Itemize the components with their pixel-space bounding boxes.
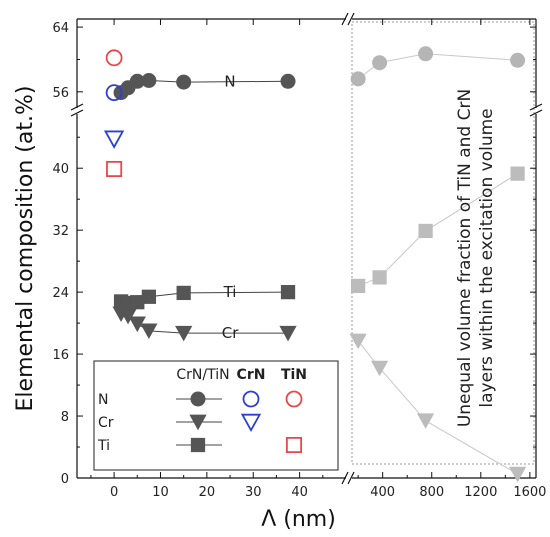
data-point-n	[280, 73, 296, 89]
data-point-cr	[370, 360, 389, 377]
data-point-ti	[176, 285, 191, 301]
series-label-cr: Cr	[222, 324, 239, 342]
data-point-cr	[279, 325, 297, 342]
data-point-cr	[416, 413, 435, 429]
series-line-n	[357, 53, 518, 80]
data-point-cr	[103, 130, 125, 149]
y-tick-label: 64	[52, 21, 69, 36]
legend-marker-cr	[189, 414, 207, 431]
data-point-cr	[140, 323, 158, 340]
y-break-left-b	[70, 109, 84, 117]
data-point-cr	[128, 316, 146, 333]
x-tick-label: 20	[199, 485, 216, 500]
data-point-n	[176, 74, 192, 90]
data-point-n	[141, 72, 157, 88]
x-axis-title: Λ (nm)	[261, 507, 336, 532]
x-tick-label: 40	[291, 485, 308, 500]
data-point-ti	[510, 166, 525, 181]
y-tick-label: 40	[52, 162, 69, 177]
series-line-ti	[357, 173, 518, 287]
x-tick-label: 0	[110, 485, 118, 500]
data-point-ti	[418, 223, 433, 239]
x-break-bottom-b	[347, 471, 355, 485]
data-point-n	[129, 73, 145, 89]
y-break-right-b	[529, 109, 543, 117]
annotation-line-1: Unequal volume fraction of TiN and CrN	[455, 89, 475, 427]
data-point-ti	[106, 160, 123, 178]
x-tick-label: 400	[370, 485, 395, 500]
data-point-n	[510, 52, 526, 68]
legend-row-ti: Ti	[97, 438, 110, 454]
series-label-ti: Ti	[223, 283, 237, 301]
data-point-cr	[508, 466, 527, 483]
legend-row-cr: Cr	[98, 415, 114, 431]
data-point-n	[418, 46, 434, 62]
legend-marker-tin-ti	[285, 436, 303, 454]
data-point-ti	[280, 285, 296, 300]
x-break-top-b	[347, 12, 355, 26]
data-point-ti	[141, 289, 157, 304]
series-line-cr	[357, 340, 518, 475]
data-point-cr	[119, 308, 137, 325]
x-tick-label: 1200	[464, 485, 497, 500]
x-tick-label: 800	[419, 485, 444, 500]
legend-header-tin: TiN	[281, 367, 307, 383]
legend-marker-n	[190, 391, 206, 407]
y-break-left-a	[70, 103, 84, 111]
series-label-n: N	[224, 72, 235, 90]
legend-header-crn-tin: CrN/TiN	[176, 367, 229, 383]
y-axis-title: Elemental composition (at.%)	[13, 86, 38, 412]
y-break-right-a	[529, 103, 543, 111]
data-point-ti	[372, 270, 387, 285]
annotation-box	[351, 21, 535, 465]
data-point-n	[105, 84, 123, 102]
data-point-n	[372, 55, 388, 71]
data-point-ti	[130, 295, 145, 310]
data-point-ti	[351, 278, 366, 294]
legend-marker-crn-cr	[240, 413, 262, 433]
x-tick-label: 10	[152, 485, 169, 500]
y-tick-label: 0	[61, 472, 69, 487]
y-tick-label: 16	[52, 348, 69, 363]
legend-marker-ti	[190, 437, 206, 453]
annotation-line-2: layers within the excitation volume	[477, 108, 497, 407]
y-tick-label: 56	[52, 86, 69, 101]
data-point-n	[105, 49, 123, 67]
x-break-top-a	[341, 12, 349, 26]
x-break-bottom-a	[341, 471, 349, 485]
x-tick-label: 1600	[513, 485, 546, 500]
data-point-n	[350, 71, 366, 87]
y-tick-label: 8	[61, 410, 69, 425]
data-point-cr	[175, 325, 193, 342]
legend-marker-tin-n	[285, 390, 303, 408]
legend-header-crn: CrN	[237, 367, 266, 383]
y-tick-label: 32	[52, 224, 69, 239]
y-tick-label: 24	[52, 286, 69, 301]
legend-marker-crn-n	[242, 390, 260, 408]
data-point-cr	[349, 333, 367, 350]
legend-row-n: N	[98, 392, 108, 408]
x-tick-label: 30	[245, 485, 262, 500]
